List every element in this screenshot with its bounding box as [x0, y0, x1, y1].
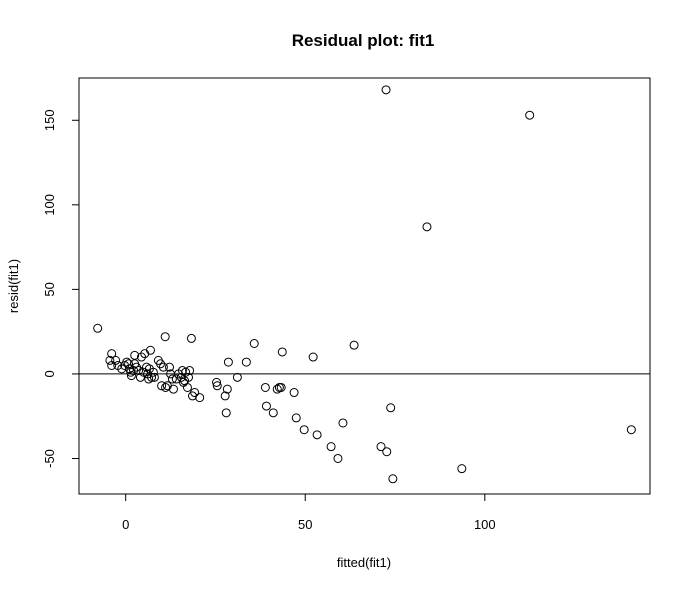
data-point	[222, 384, 232, 394]
data-point	[626, 425, 636, 435]
y-tick-label: 100	[42, 194, 57, 216]
data-point	[186, 333, 196, 343]
data-point	[130, 350, 140, 360]
data-points	[93, 85, 636, 484]
y-axis: -50 0 50 100 150	[42, 109, 80, 468]
data-point	[381, 85, 391, 95]
data-point	[249, 338, 259, 348]
x-axis: 0 50 100	[122, 493, 496, 532]
data-point	[136, 352, 146, 362]
data-point	[291, 413, 301, 423]
data-point	[212, 377, 222, 387]
data-point	[223, 357, 233, 367]
data-point	[149, 372, 159, 382]
data-point	[111, 355, 121, 365]
data-point	[148, 367, 158, 377]
data-point	[220, 391, 230, 401]
x-tick-label: 100	[474, 517, 496, 532]
data-point	[167, 374, 177, 384]
data-point	[93, 323, 103, 333]
data-point	[289, 388, 299, 398]
y-tick-label: -50	[42, 449, 57, 468]
data-point	[457, 464, 467, 474]
data-point	[134, 366, 144, 376]
data-point	[376, 442, 386, 452]
data-point	[241, 357, 251, 367]
data-point	[212, 381, 222, 391]
data-point	[147, 372, 157, 382]
data-point	[277, 347, 287, 357]
data-point	[261, 401, 271, 411]
x-tick-label: 50	[298, 517, 312, 532]
data-point	[145, 345, 155, 355]
data-point	[422, 222, 432, 232]
data-point	[525, 110, 535, 120]
data-point	[386, 403, 396, 413]
data-point	[221, 408, 231, 418]
data-point	[308, 352, 318, 362]
data-point	[232, 372, 242, 382]
data-point	[382, 447, 392, 457]
data-point	[338, 418, 348, 428]
x-axis-label: fitted(fit1)	[337, 555, 391, 570]
data-point	[190, 388, 200, 398]
data-point	[171, 374, 181, 384]
data-point	[156, 359, 166, 369]
data-point	[184, 372, 194, 382]
data-point	[157, 381, 167, 391]
data-point	[129, 366, 139, 376]
data-point	[268, 408, 278, 418]
x-tick-label: 0	[122, 517, 129, 532]
data-point	[349, 340, 359, 350]
data-point	[312, 430, 322, 440]
data-point	[126, 371, 136, 381]
data-point	[160, 332, 170, 342]
data-point	[333, 453, 343, 463]
data-point	[274, 382, 284, 392]
plot-box	[78, 77, 651, 495]
data-point	[135, 372, 145, 382]
data-point	[388, 474, 398, 484]
y-tick-label: 50	[42, 282, 57, 296]
y-axis-label: resid(fit1)	[6, 259, 21, 313]
data-point	[185, 366, 195, 376]
y-tick-label: 150	[42, 109, 57, 131]
chart-title: Residual plot: fit1	[292, 31, 435, 50]
data-point	[142, 362, 152, 372]
data-point	[272, 384, 282, 394]
data-point	[326, 442, 336, 452]
data-point	[105, 355, 115, 365]
data-point	[276, 382, 286, 392]
data-point	[168, 384, 178, 394]
data-point	[162, 381, 172, 391]
y-tick-label: 0	[42, 370, 57, 377]
data-point	[124, 359, 134, 369]
data-point	[299, 425, 309, 435]
data-point	[164, 362, 174, 372]
data-point	[181, 367, 191, 377]
data-point	[107, 349, 117, 359]
data-point	[260, 382, 270, 392]
data-point	[182, 382, 192, 392]
data-point	[195, 393, 205, 403]
data-point	[144, 374, 154, 384]
data-point	[158, 362, 168, 372]
